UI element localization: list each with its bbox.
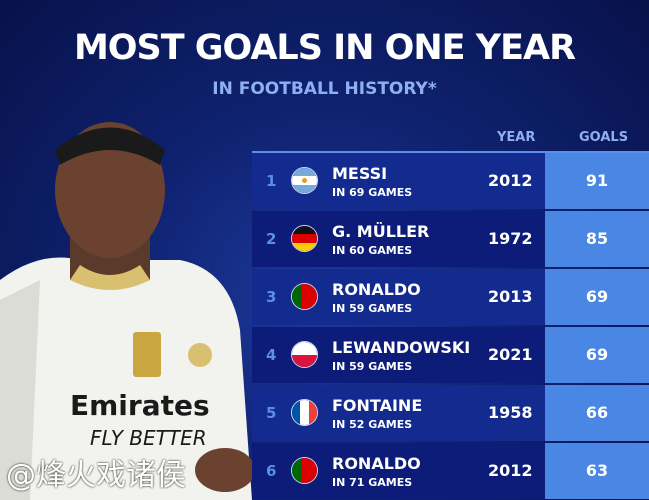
year: 2013 [488, 287, 533, 306]
watermark: @烽火戏诸侯 [6, 458, 186, 493]
column-header-goals: GOALS [579, 130, 629, 145]
rank: 1 [266, 172, 277, 190]
player-name: LEWANDOWSKI [332, 338, 471, 357]
year: 2021 [488, 345, 533, 364]
table-row: 4 LEWANDOWSKI IN 59 GAMES 2021 69 [252, 327, 649, 383]
rank: 5 [266, 404, 277, 422]
header-divider [252, 151, 649, 153]
table-row: 1 MESSI IN 69 GAMES 2012 91 [252, 153, 649, 209]
rank: 3 [266, 288, 277, 306]
games-count: IN 71 GAMES [332, 476, 413, 489]
table-row: 3 RONALDO IN 59 GAMES 2013 69 [252, 269, 649, 325]
portugal-flag-icon [291, 283, 318, 310]
shirt-sponsor: Emirates [70, 389, 210, 422]
germany-flag-icon [291, 225, 318, 252]
games-count: IN 59 GAMES [332, 302, 413, 315]
player-name: RONALDO [332, 280, 421, 299]
year: 2012 [488, 171, 533, 190]
games-count: IN 60 GAMES [332, 244, 413, 257]
france-flag-icon [291, 399, 318, 426]
goals: 69 [545, 327, 649, 383]
rank: 6 [266, 462, 277, 480]
column-header-year: YEAR [497, 130, 536, 145]
player-photo: Emirates FLY BETTER [0, 122, 252, 500]
goals: 69 [545, 269, 649, 325]
player-name: MESSI [332, 164, 388, 183]
player-name: G. MÜLLER [332, 222, 430, 241]
rank: 4 [266, 346, 277, 364]
player-name: FONTAINE [332, 396, 423, 415]
goals: 91 [545, 153, 649, 209]
goals: 63 [545, 443, 649, 499]
argentina-flag-icon [291, 167, 318, 194]
goals: 85 [545, 211, 649, 267]
subtitle: IN FOOTBALL HISTORY* [212, 79, 437, 99]
year: 1958 [488, 403, 533, 422]
player-name: RONALDO [332, 454, 421, 473]
goals: 66 [545, 385, 649, 441]
table-row: 2 G. MÜLLER IN 60 GAMES 1972 85 [252, 211, 649, 267]
table-row: 6 RONALDO IN 71 GAMES 2012 63 [252, 443, 649, 499]
games-count: IN 69 GAMES [332, 186, 413, 199]
year: 1972 [488, 229, 533, 248]
table-row: 5 FONTAINE IN 52 GAMES 1958 66 [252, 385, 649, 441]
rank: 2 [266, 230, 277, 248]
shirt-sponsor-line2: FLY BETTER [90, 426, 207, 450]
poland-flag-icon [291, 341, 318, 368]
page-title: MOST GOALS IN ONE YEAR [73, 28, 576, 68]
portugal-flag-icon [291, 457, 318, 484]
year: 2012 [488, 461, 533, 480]
games-count: IN 59 GAMES [332, 360, 413, 373]
games-count: IN 52 GAMES [332, 418, 413, 431]
